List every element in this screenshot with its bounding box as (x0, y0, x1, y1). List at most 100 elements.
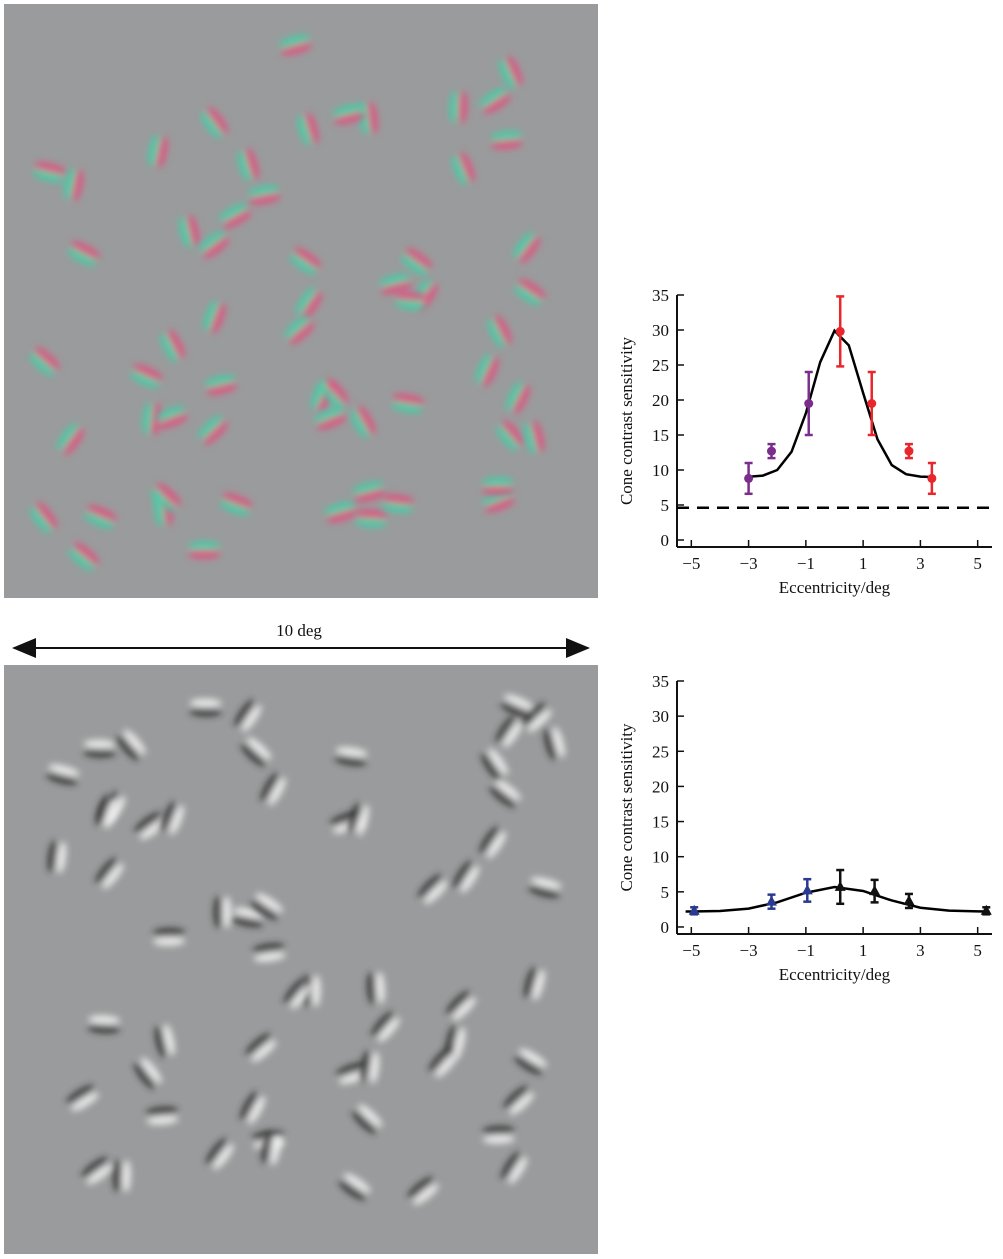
gabor-stripe (479, 826, 499, 854)
gabor (378, 273, 413, 295)
gabor (417, 874, 448, 905)
point (904, 446, 914, 456)
gabor-stripe (204, 421, 228, 446)
gabor-stripe (495, 715, 516, 743)
gabor-stripe (532, 420, 545, 452)
point (766, 895, 777, 906)
gabor-stripe (358, 405, 376, 434)
gabor-stripe (354, 490, 386, 503)
gabor-stripe (446, 990, 470, 1015)
gabor-stripe (95, 795, 109, 826)
gabor-stripe (295, 287, 315, 315)
gabor-stripe (482, 486, 515, 496)
gabor-stripe (338, 1180, 366, 1201)
gabor (521, 702, 552, 733)
gabor (261, 1132, 282, 1166)
gabor-stripe (495, 314, 512, 344)
gabor-stripe (395, 291, 428, 301)
y-tick-label: 35 (652, 672, 669, 691)
gabor (495, 420, 525, 451)
gabor-stripe (369, 1051, 380, 1084)
point (867, 399, 877, 408)
gabor (197, 415, 228, 446)
gabor-stripe (95, 857, 117, 884)
gabor (487, 314, 512, 348)
gabor-stripe (246, 737, 272, 760)
gabor-stripe (260, 772, 278, 802)
gabor-stripe (502, 420, 525, 446)
gabor-stripe (234, 699, 254, 727)
gabor-stripe (278, 34, 310, 47)
gabor-stripe (152, 927, 185, 937)
gabor-stripe (334, 755, 367, 766)
gabor (160, 329, 185, 363)
gabor-stripe (250, 900, 278, 920)
gabor (252, 943, 286, 962)
gabor (240, 737, 272, 767)
gabor-stripe (219, 501, 250, 516)
gabor-stripe (203, 300, 218, 331)
gabor (352, 1104, 383, 1134)
gabor-stripe (331, 104, 364, 116)
gabor-stripe (154, 406, 185, 421)
gabor-stripe (83, 513, 114, 529)
gabor-stripe (400, 255, 428, 276)
gabor-stripe (368, 101, 378, 134)
gabor (63, 167, 84, 202)
gabor-stripe (154, 1026, 166, 1058)
gabor-stripe (187, 214, 200, 246)
gabor (490, 130, 523, 150)
gabor (67, 241, 101, 266)
gabor-stripe (36, 501, 58, 528)
gabor-stripe (32, 170, 64, 183)
gabor (200, 106, 229, 139)
gabor (134, 812, 166, 840)
y-tick-label: 10 (652, 461, 669, 480)
x-axis-label: Eccentricity/deg (779, 965, 891, 984)
gabor-stripe (486, 831, 507, 859)
gabor (512, 231, 541, 264)
x-tick-label: −3 (740, 554, 758, 573)
gabor-stripe (129, 372, 160, 388)
gabor-stripe (88, 1015, 121, 1025)
gabor-stripe (246, 148, 259, 179)
gabor (250, 893, 283, 920)
gabor-stripe (283, 315, 309, 338)
gabor-stripe (483, 95, 511, 114)
gabor-stripe (491, 139, 523, 150)
gabor-stripe (335, 747, 368, 758)
gabor-stripe (507, 55, 523, 86)
point (869, 885, 881, 896)
gabor-stripe (412, 1183, 439, 1205)
gabor-stripe (449, 90, 459, 123)
gabor-stripe (504, 694, 534, 710)
gabor-stripe (249, 194, 281, 205)
gabor (95, 857, 124, 889)
gabor (32, 161, 66, 183)
gabor-stripe (222, 492, 253, 508)
gabor-stripe (357, 804, 370, 836)
gabor (360, 1050, 380, 1084)
y-tick-label: 25 (652, 356, 669, 375)
gabor-stripe (121, 1160, 131, 1193)
gabor-stripe (123, 729, 146, 755)
point (835, 326, 845, 336)
gabor (154, 406, 189, 429)
gabor (203, 300, 226, 334)
gabor (350, 405, 376, 439)
point (801, 884, 813, 895)
gabor-stripe (360, 1050, 371, 1083)
gabor (237, 148, 259, 182)
gabor (56, 423, 85, 456)
gabor-stripe (204, 374, 236, 387)
gabor (500, 1151, 528, 1185)
y-tick-label: 35 (652, 286, 669, 305)
gabor (475, 353, 499, 387)
gabor-stripe (513, 286, 541, 306)
gabor-stripe (253, 951, 286, 962)
x-tick-label: 1 (859, 941, 868, 960)
gabor (359, 101, 378, 135)
gabor-stripe (358, 1104, 383, 1128)
gabor-stripe (158, 414, 189, 429)
y-tick-label: 0 (661, 918, 670, 937)
